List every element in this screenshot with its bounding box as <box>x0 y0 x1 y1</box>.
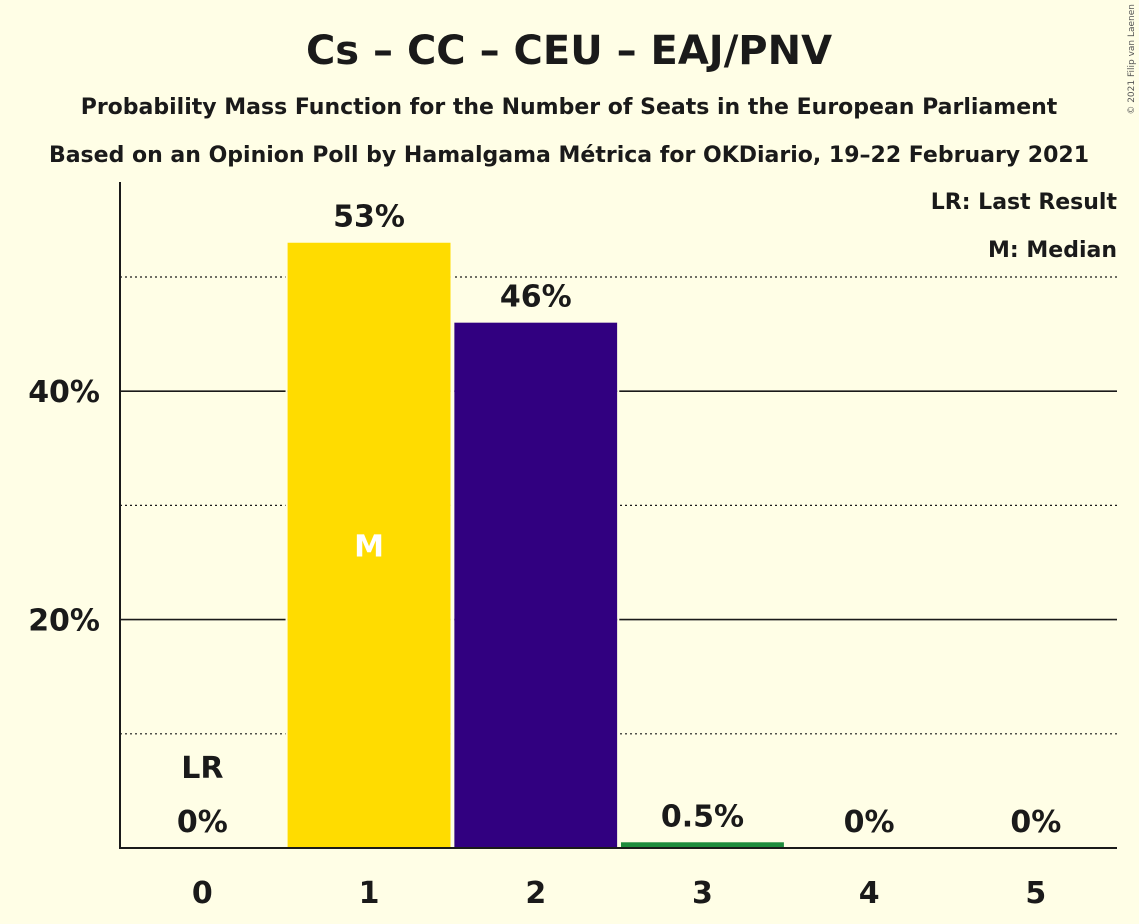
x-tick-label: 4 <box>859 876 880 911</box>
x-tick-label: 5 <box>1025 876 1046 911</box>
bar-gap-left <box>452 322 455 848</box>
axes <box>119 182 1117 849</box>
bars <box>285 242 786 849</box>
chart-subtitle-1: Probability Mass Function for the Number… <box>81 95 1058 120</box>
x-tick-label: 2 <box>525 876 546 911</box>
copyright-notice: © 2021 Filip van Laenen <box>1127 4 1137 115</box>
median-marker: M <box>354 529 384 564</box>
last-result-marker: LR <box>181 751 223 786</box>
chart-subtitle-2: Based on an Opinion Poll by Hamalgama Mé… <box>49 143 1089 168</box>
bar-seats-2 <box>454 322 618 848</box>
bar-value-label: 0% <box>844 805 895 840</box>
x-tick-label: 3 <box>692 876 713 911</box>
bar-seats-1 <box>287 242 451 849</box>
y-tick-label: 20% <box>28 604 100 639</box>
bar-gap-right <box>617 322 620 848</box>
legend-median: M: Median <box>988 238 1117 263</box>
chart-title: Cs – CC – CEU – EAJ/PNV <box>306 28 832 74</box>
bar-value-label: 46% <box>500 280 572 315</box>
bar-value-label: 0.5% <box>661 799 744 834</box>
bar-gap-left <box>285 242 288 849</box>
bar-gap-right <box>450 242 453 849</box>
bar-gap-left <box>618 842 621 848</box>
legend-last-result: LR: Last Result <box>931 190 1118 215</box>
bar-value-label: 0% <box>1010 805 1061 840</box>
bar-gap-right <box>783 842 786 848</box>
bar-value-label: 0% <box>177 805 228 840</box>
bar-seats-3 <box>620 842 784 848</box>
x-tick-label: 0 <box>192 876 213 911</box>
bar-value-label: 53% <box>333 200 405 235</box>
y-tick-label: 40% <box>28 375 100 410</box>
x-tick-label: 1 <box>359 876 380 911</box>
